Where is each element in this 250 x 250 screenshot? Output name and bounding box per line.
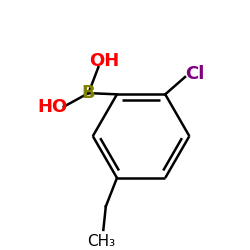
Text: Cl: Cl bbox=[185, 65, 204, 83]
Text: B: B bbox=[82, 84, 95, 102]
Text: OH: OH bbox=[90, 52, 120, 70]
Text: CH₃: CH₃ bbox=[87, 234, 115, 248]
Text: HO: HO bbox=[38, 98, 68, 116]
